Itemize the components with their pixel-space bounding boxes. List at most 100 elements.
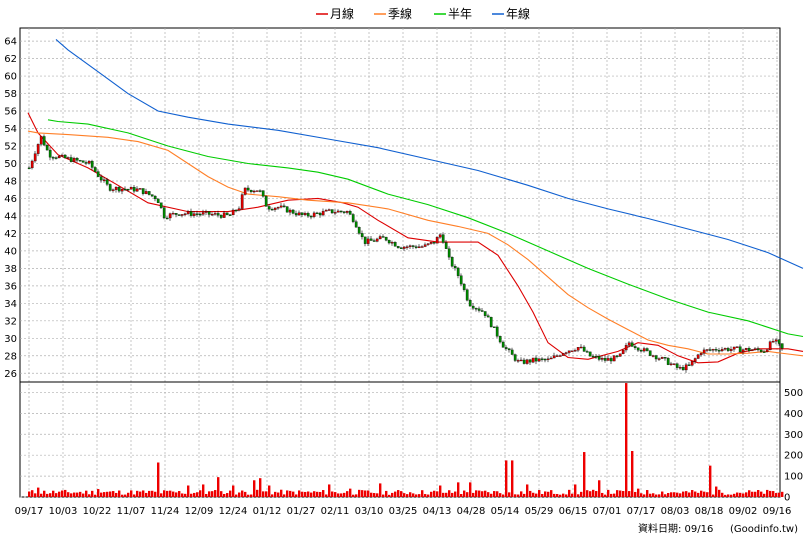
candle-body	[156, 198, 160, 203]
candle-body	[693, 358, 697, 362]
volume-bar	[442, 492, 445, 497]
volume-bar	[97, 489, 100, 497]
candle-body	[540, 358, 544, 360]
volume-bar	[742, 493, 745, 497]
candle-body	[489, 316, 493, 327]
volume-bar	[523, 493, 526, 497]
candle-body	[267, 206, 271, 210]
candle-body	[453, 266, 457, 269]
candle-body	[516, 360, 520, 362]
volume-plot-area	[19, 381, 781, 498]
candle-body	[87, 160, 91, 164]
candle-body	[258, 190, 262, 192]
volume-bar	[484, 490, 487, 497]
candle-body	[276, 207, 280, 209]
volume-bar	[676, 492, 679, 497]
x-tick-label: 07/17	[627, 506, 656, 517]
volume-bar	[118, 490, 121, 497]
volume-tick-label: 400	[784, 409, 803, 420]
price-tick-label: 32	[4, 316, 17, 327]
price-tick-label: 36	[4, 281, 17, 292]
x-tick-label: 08/18	[695, 506, 724, 517]
x-tick-label: 03/25	[389, 506, 418, 517]
candle-body	[765, 349, 769, 352]
volume-bar	[244, 491, 247, 497]
candle-body	[396, 246, 400, 248]
volume-bar	[439, 485, 442, 497]
volume-bar	[52, 490, 55, 497]
candle-body	[360, 233, 364, 238]
candle-body	[165, 217, 169, 220]
data-date-label: 資料日期: 09/16	[638, 522, 713, 535]
candle-body	[705, 349, 709, 351]
candle-body	[708, 349, 712, 351]
volume-bar	[49, 493, 52, 497]
volume-bar	[598, 480, 601, 497]
candle-body	[687, 364, 691, 366]
volume-bar	[535, 493, 538, 497]
volume-bar	[421, 490, 424, 497]
x-tick-label: 12/09	[185, 506, 214, 517]
candle-body	[207, 211, 211, 215]
volume-bar	[286, 490, 289, 497]
candle-body	[27, 167, 31, 170]
volume-bar	[103, 492, 106, 497]
candle-body	[216, 213, 220, 216]
volume-bar	[226, 493, 229, 497]
volume-bar	[94, 494, 97, 497]
candle-body	[249, 189, 253, 193]
candle-body	[669, 363, 673, 365]
candle-body	[48, 149, 52, 158]
volume-bar	[274, 491, 277, 497]
price-plot-area	[19, 27, 781, 383]
candle-body	[696, 354, 700, 359]
volume-bar	[406, 494, 409, 497]
candle-body	[564, 352, 568, 354]
price-tick-label: 44	[4, 211, 17, 222]
volume-bar	[499, 493, 502, 497]
volume-bar	[544, 491, 547, 497]
candle-body	[531, 357, 535, 363]
volume-bar	[106, 491, 109, 497]
x-tick-label: 02/11	[321, 506, 350, 517]
candle-body	[372, 240, 376, 242]
candle-body	[78, 160, 82, 162]
candle-body	[699, 353, 703, 355]
candle-body	[498, 336, 502, 343]
volume-bar	[253, 480, 256, 497]
volume-bar	[370, 492, 373, 497]
volume-bar	[610, 493, 613, 497]
volume-bar	[607, 489, 610, 497]
volume-bar	[364, 490, 367, 497]
candle-body	[363, 236, 367, 244]
candle-body	[90, 160, 94, 168]
volume-bar	[37, 487, 40, 497]
volume-bar	[199, 490, 202, 497]
volume-bar	[268, 485, 271, 497]
volume-bar	[400, 491, 403, 497]
price-tick-label: 60	[4, 72, 17, 83]
volume-bar	[313, 491, 316, 497]
candle-body	[423, 244, 427, 247]
volume-bar	[136, 490, 139, 497]
volume-bar	[55, 493, 58, 497]
volume-bar	[64, 489, 67, 497]
volume-bar	[271, 494, 274, 497]
candle-body	[300, 212, 304, 215]
price-panel: 26 28 30 32 34 36 38 40 42 44 46 48 50 52 54 56 58 60 62 64	[4, 27, 804, 497]
volume-bar	[334, 492, 337, 497]
volume-bar	[622, 491, 625, 497]
candle-body	[45, 145, 49, 151]
candle-body	[270, 208, 274, 211]
candle-body	[102, 179, 106, 181]
candle-body	[135, 188, 139, 192]
volume-bar	[745, 492, 748, 497]
x-tick-label: 11/24	[151, 506, 180, 517]
x-tick-label: 05/29	[525, 506, 554, 517]
x-tick-label: 06/15	[559, 506, 588, 517]
volume-bar	[463, 490, 466, 497]
candle-body	[69, 157, 73, 162]
volume-bar	[160, 493, 163, 497]
candle-body	[543, 358, 547, 361]
candle-body	[645, 348, 649, 351]
